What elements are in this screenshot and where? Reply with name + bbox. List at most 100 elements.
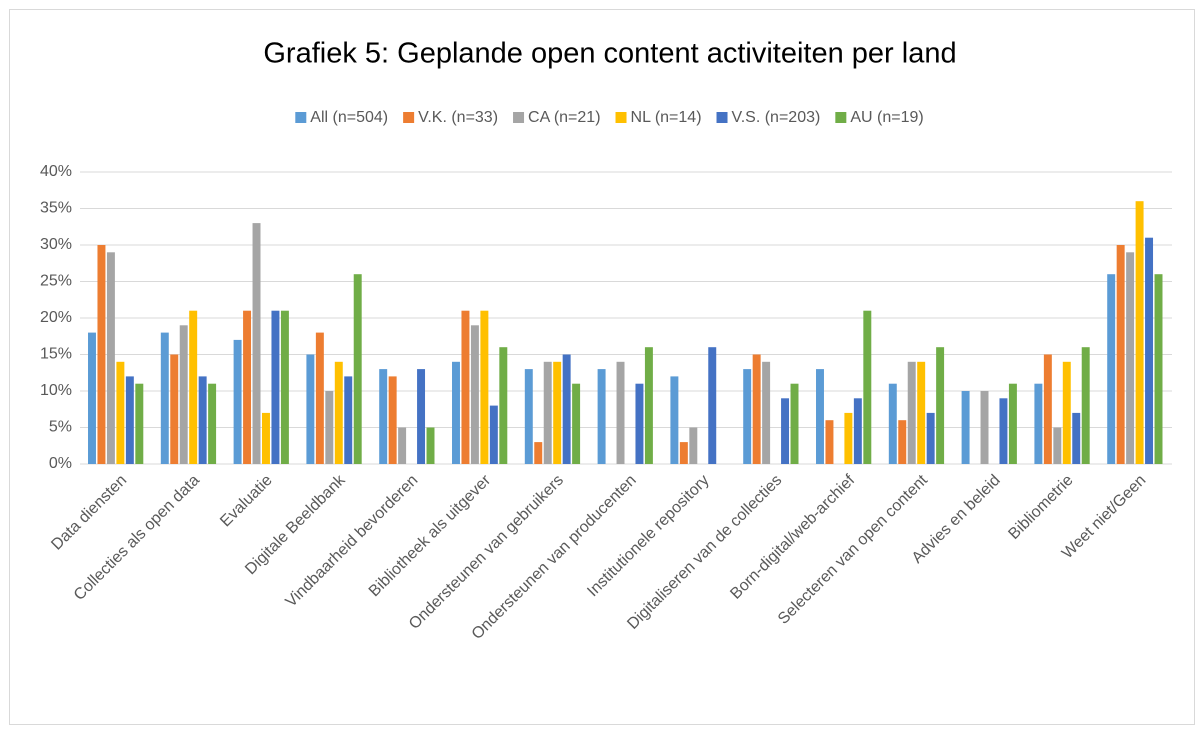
bar	[1145, 237, 1154, 464]
bar	[917, 361, 926, 464]
bar	[888, 383, 897, 464]
bar	[1081, 347, 1090, 464]
bar	[417, 369, 426, 464]
bar	[379, 369, 388, 464]
y-tick-label: 15%	[40, 346, 72, 363]
bar	[252, 223, 261, 464]
bar	[233, 339, 242, 464]
bar	[306, 354, 315, 464]
bar	[353, 274, 362, 464]
bar	[499, 347, 508, 464]
legend-label: V.S. (n=203)	[732, 109, 821, 126]
bar	[1053, 427, 1062, 464]
legend-swatch	[403, 112, 415, 123]
bar	[543, 361, 552, 464]
bar	[88, 332, 96, 464]
bar	[936, 347, 945, 464]
bar	[125, 376, 134, 464]
y-tick-label: 10%	[40, 382, 72, 399]
bar	[480, 310, 489, 464]
bar	[635, 383, 644, 464]
bar	[689, 427, 698, 464]
bar	[170, 354, 179, 464]
bar	[262, 412, 270, 464]
bar	[926, 412, 935, 464]
bar	[470, 325, 479, 464]
bar	[562, 354, 571, 464]
bar	[781, 398, 790, 464]
y-tick-label: 40%	[40, 163, 72, 180]
bar	[344, 376, 353, 464]
bar	[644, 347, 653, 464]
bar	[670, 376, 679, 464]
bar	[898, 420, 907, 464]
bar	[961, 391, 970, 464]
bar	[572, 383, 581, 464]
bar	[907, 361, 916, 464]
bar	[1043, 354, 1052, 464]
bar	[524, 369, 533, 464]
y-tick-label: 5%	[49, 419, 72, 436]
bar	[597, 369, 606, 464]
legend-label: CA (n=21)	[528, 109, 600, 126]
bar	[790, 383, 799, 464]
bar	[1154, 274, 1163, 464]
legend-label: V.K. (n=33)	[418, 109, 498, 126]
bar	[461, 310, 470, 464]
legend-label: AU (n=19)	[850, 109, 923, 126]
legend-swatch	[513, 112, 525, 123]
bar	[999, 398, 1008, 464]
bar	[679, 442, 688, 464]
bar	[743, 369, 752, 464]
bar	[816, 369, 824, 464]
bar	[553, 361, 562, 464]
bar	[1072, 412, 1081, 464]
bar	[208, 383, 217, 464]
bar	[325, 391, 334, 464]
bar	[280, 310, 289, 464]
bar	[844, 412, 853, 464]
chart-border	[9, 9, 1195, 725]
bar	[1034, 383, 1043, 464]
bar	[398, 427, 407, 464]
bar	[452, 361, 460, 464]
bar	[863, 310, 872, 464]
y-tick-label: 25%	[40, 273, 72, 290]
bar	[189, 310, 198, 464]
bar	[1062, 361, 1071, 464]
y-tick-label: 0%	[49, 455, 72, 472]
bar	[271, 310, 280, 464]
bar	[980, 391, 989, 464]
legend-swatch	[835, 112, 847, 123]
bar	[334, 361, 343, 464]
bar	[160, 332, 169, 464]
legend-swatch	[615, 112, 627, 123]
bar	[534, 442, 543, 464]
bar	[388, 376, 397, 464]
bar	[315, 332, 324, 464]
bar	[616, 361, 625, 464]
legend-swatch	[295, 112, 307, 123]
bar	[198, 376, 207, 464]
bar	[116, 361, 125, 464]
bar	[853, 398, 862, 464]
bar	[135, 383, 144, 464]
bar	[1008, 383, 1017, 464]
y-tick-label: 20%	[40, 309, 72, 326]
y-tick-label: 35%	[40, 200, 72, 217]
bar	[426, 427, 435, 464]
bar	[1116, 245, 1125, 464]
bar	[752, 354, 761, 464]
bar	[489, 405, 498, 464]
bar	[1107, 274, 1116, 464]
legend-swatch	[716, 112, 728, 123]
legend-label: All (n=504)	[310, 109, 388, 126]
bar	[106, 252, 115, 464]
chart-title: Grafiek 5: Geplande open content activit…	[263, 38, 956, 70]
bar	[97, 245, 106, 464]
bar	[825, 420, 834, 464]
bar	[708, 347, 717, 464]
bar	[1135, 201, 1144, 464]
